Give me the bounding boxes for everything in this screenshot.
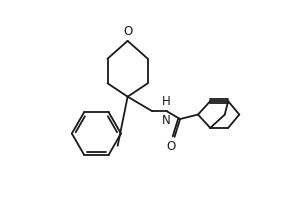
Text: N: N xyxy=(162,114,171,127)
Text: H: H xyxy=(162,95,170,108)
Text: O: O xyxy=(166,140,175,153)
Text: O: O xyxy=(123,25,132,38)
